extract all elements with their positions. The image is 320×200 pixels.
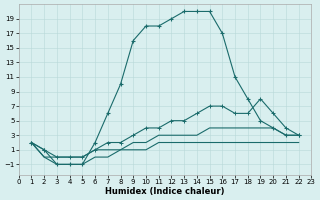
X-axis label: Humidex (Indice chaleur): Humidex (Indice chaleur) (105, 187, 225, 196)
